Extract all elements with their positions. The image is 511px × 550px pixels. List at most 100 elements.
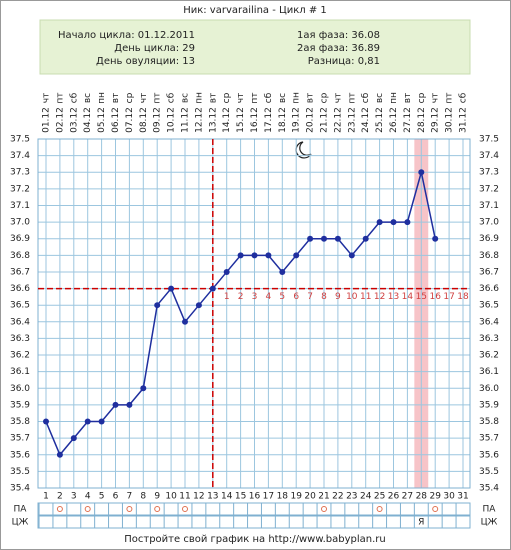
date-label: ср 21.12 — [320, 92, 330, 132]
date: 19.12 — [292, 107, 302, 133]
date-label: сб 10.12 — [167, 92, 177, 133]
info: 1ая фаза: 36.08 — [297, 30, 380, 41]
weekday: чт — [236, 93, 246, 104]
date-label: пт 16.12 — [250, 92, 260, 132]
point — [362, 235, 369, 242]
phase-day: 12 — [374, 292, 385, 302]
date: 13.12 — [208, 107, 218, 133]
y-tick-label: 36.2 — [10, 351, 30, 361]
date-label: пт 02.12 — [55, 92, 65, 132]
date-label: вс 18.12 — [278, 93, 288, 133]
date-label: ср 14.12 — [222, 92, 232, 132]
weekday: пн — [194, 92, 204, 104]
x-tick-label: 24 — [360, 492, 372, 502]
y-tick-label: 37.5 — [10, 135, 30, 145]
weekday: сб — [459, 92, 469, 103]
weekday: сб — [264, 92, 274, 103]
weekday: чт — [42, 93, 52, 104]
date: 21.12 — [320, 107, 330, 133]
x-tick-label: 9 — [154, 492, 160, 502]
date-label: сб 24.12 — [361, 92, 371, 133]
date: 29.12 — [431, 107, 441, 133]
point — [140, 385, 147, 392]
y-tick-label: 36.6 — [479, 284, 499, 294]
date-label: пт 30.12 — [445, 92, 455, 132]
weekday: пт — [347, 92, 357, 103]
weekday: чт — [139, 93, 149, 104]
date: 05.12 — [97, 107, 107, 133]
phase-day: 16 — [429, 292, 441, 302]
x-tick-label: 25 — [374, 492, 385, 502]
x-tick-label: 16 — [249, 492, 261, 502]
x-tick-label: 22 — [332, 492, 343, 502]
y-tick-label: 35.8 — [479, 417, 499, 427]
point — [237, 252, 244, 259]
weekday: ср — [320, 92, 330, 103]
y-tick-label: 37.4 — [10, 151, 30, 161]
x-tick-label: 6 — [113, 492, 119, 502]
date: 10.12 — [167, 107, 177, 133]
phase-day: 11 — [360, 292, 371, 302]
y-tick-label: 36.3 — [479, 334, 499, 344]
row-label: ПА — [483, 505, 497, 515]
date: 26.12 — [389, 107, 399, 133]
y-tick-label: 36.9 — [10, 234, 30, 244]
y-tick-label: 36.2 — [479, 351, 499, 361]
weekday: сб — [167, 92, 177, 103]
weekday: пт — [153, 92, 163, 103]
date: 07.12 — [125, 107, 135, 133]
date: 16.12 — [250, 107, 260, 133]
x-tick-label: 30 — [443, 492, 455, 502]
weekday: вс — [375, 93, 385, 103]
date: 08.12 — [139, 107, 149, 133]
date-label: сб 03.12 — [69, 92, 79, 133]
y-tick-label: 36.5 — [10, 301, 30, 311]
point — [432, 235, 439, 242]
weekday: вт — [208, 93, 218, 104]
weekday: пн — [292, 92, 302, 104]
y-tick-label: 37.0 — [10, 218, 30, 228]
phase-day: 6 — [293, 292, 299, 302]
pa-mark — [182, 506, 188, 512]
x-tick-label: 4 — [85, 492, 91, 502]
y-tick-label: 36.1 — [479, 367, 499, 377]
phase-day: 2 — [238, 292, 244, 302]
pa-mark — [84, 506, 91, 512]
y-tick-label: 35.8 — [10, 417, 30, 427]
date-label: ср 07.12 — [125, 92, 135, 132]
x-tick-label: 21 — [318, 492, 329, 502]
y-tick-label: 35.9 — [10, 400, 30, 410]
weekday: пт — [55, 92, 65, 103]
date-label: вс 11.12 — [181, 93, 191, 133]
y-tick-label: 36.7 — [10, 267, 30, 277]
y-tick-label: 37.2 — [10, 184, 30, 194]
point — [223, 268, 230, 275]
info: Разница: 0,81 — [308, 56, 380, 67]
y-tick-label: 35.5 — [10, 467, 30, 477]
row — [37, 502, 471, 516]
date-label: вс 25.12 — [375, 93, 385, 133]
info-box — [39, 19, 471, 75]
date-label: чт 08.12 — [139, 93, 149, 133]
point — [154, 302, 161, 309]
weekday: вс — [181, 93, 191, 103]
date: 28.12 — [417, 107, 427, 133]
date: 09.12 — [153, 107, 163, 133]
row — [37, 515, 471, 529]
y-tick-label: 36.1 — [10, 367, 30, 377]
chart-title: Ник: varvarailina - Цикл # 1 — [183, 5, 327, 16]
point — [98, 418, 105, 425]
x-tick-label: 18 — [277, 492, 289, 502]
date-label: чт 15.12 — [236, 93, 246, 133]
y-tick-label: 36.4 — [10, 317, 30, 327]
x-tick-label: 17 — [263, 492, 274, 502]
x-tick-label: 23 — [346, 492, 357, 502]
row-label: ЦЖ — [481, 518, 498, 528]
phase-day: 15 — [416, 292, 427, 302]
date: 20.12 — [306, 107, 316, 133]
phase-day: 7 — [307, 292, 313, 302]
point — [251, 252, 258, 259]
weekday: ср — [417, 92, 427, 103]
date-label: пн 05.12 — [97, 92, 107, 133]
x-tick-label: 13 — [207, 492, 218, 502]
